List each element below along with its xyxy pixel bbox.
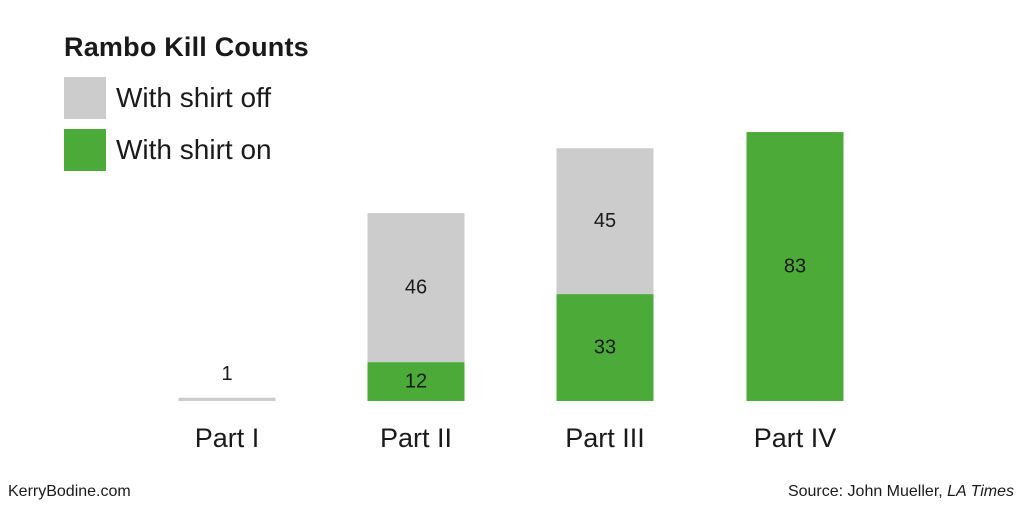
value-label-shirt-on-part-iv: 83 xyxy=(784,256,806,278)
chart-title: Rambo Kill Counts xyxy=(64,32,309,62)
bar-shirt-off-part-ii xyxy=(367,213,465,363)
source-publication: LA Times xyxy=(947,483,1014,500)
source-prefix: Source: John Mueller, xyxy=(787,483,948,500)
category-label-part-i: Part I xyxy=(195,423,260,453)
bar-shirt-on-part-ii xyxy=(367,362,465,401)
value-label-shirt-off-part-ii: 46 xyxy=(405,277,427,299)
legend-swatch-shirt-off xyxy=(64,77,106,119)
legend-label-shirt-off: With shirt off xyxy=(116,82,272,113)
legend-swatch-shirt-on xyxy=(64,129,106,171)
bar-shirt-on-part-iv xyxy=(746,132,844,401)
bar-shirt-off-part-i xyxy=(178,397,276,401)
value-label-shirt-off-part-iii: 45 xyxy=(594,210,616,232)
category-label-part-ii: Part II xyxy=(380,423,452,453)
legend-item-shirt-off: With shirt off xyxy=(64,77,271,119)
value-label-shirt-on-part-ii: 12 xyxy=(405,371,427,393)
legend-label-shirt-on: With shirt on xyxy=(116,134,272,165)
footer-source: Source: John Mueller, LA Times xyxy=(788,483,1014,501)
bar-shirt-on-part-iii xyxy=(556,294,654,401)
category-label-part-iii: Part III xyxy=(565,423,645,453)
value-label-shirt-on-part-iii: 33 xyxy=(594,337,616,359)
bar-shirt-off-part-iii xyxy=(556,148,654,295)
legend-item-shirt-on: With shirt on xyxy=(64,129,272,171)
category-label-part-iv: Part IV xyxy=(754,423,837,453)
footer-site: KerryBodine.com xyxy=(8,483,131,500)
value-label-shirt-off-part-i: 1 xyxy=(221,363,232,385)
